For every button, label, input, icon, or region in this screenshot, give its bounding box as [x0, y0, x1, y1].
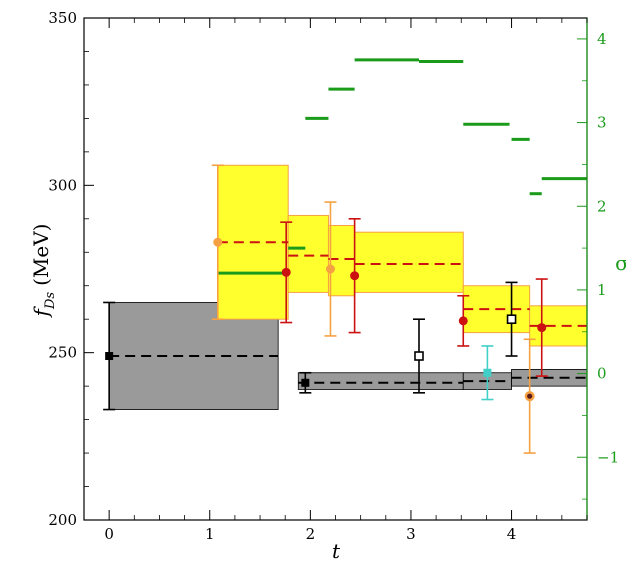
y-tick-label-300: 300	[48, 176, 77, 194]
y-axis-title-subscript: Ds	[43, 292, 58, 310]
yellow-band-2	[327, 224, 356, 297]
data-point-5	[350, 271, 360, 281]
sigma-layer	[217, 58, 587, 275]
y-axis-title-unit: (MeV)	[29, 224, 53, 286]
y2-tick-label--1: −1	[597, 448, 619, 466]
bands-layer	[108, 164, 588, 410]
data-point-inner-10	[527, 393, 533, 399]
data-point-0	[105, 352, 114, 361]
y2-tick-label-3: 3	[597, 114, 607, 132]
y2-tick-label-0: 0	[597, 365, 607, 383]
y-tick-label-250: 250	[48, 344, 77, 362]
x-tick-label-1: 1	[205, 525, 215, 543]
y-tick-label-200: 200	[48, 511, 77, 529]
x-tick-label-2: 2	[306, 525, 316, 543]
y2-tick-label-4: 4	[597, 30, 607, 48]
x-tick-label-0: 0	[104, 525, 114, 543]
axes-layer: 0 1 2 3 4 200 250 300 350 −1 0 1 2 3 4	[48, 9, 619, 543]
y2-tick-label-2: 2	[597, 197, 607, 215]
yellow-band-1	[287, 214, 329, 293]
data-point-11	[537, 323, 547, 333]
right-axis-title: σ	[615, 251, 626, 275]
data-point-7	[458, 316, 468, 326]
data-point-8	[483, 368, 492, 377]
x-axis-title: t	[332, 539, 341, 563]
x-tick-label-4: 4	[507, 525, 517, 543]
x-tick-label-3: 3	[406, 525, 416, 543]
data-point-2	[213, 237, 223, 247]
y2-tick-label-1: 1	[597, 281, 607, 299]
y-axis-title: fDs(MeV)	[29, 224, 58, 319]
y-tick-label-350: 350	[48, 9, 77, 27]
data-point-1	[301, 378, 310, 387]
points-layer	[103, 164, 548, 454]
gray-band-1	[297, 372, 464, 390]
data-point-3	[281, 267, 291, 277]
data-point-6	[414, 351, 424, 361]
data-point-9	[506, 314, 517, 325]
yellow-band-3	[354, 231, 464, 293]
data-point-4	[325, 264, 335, 274]
